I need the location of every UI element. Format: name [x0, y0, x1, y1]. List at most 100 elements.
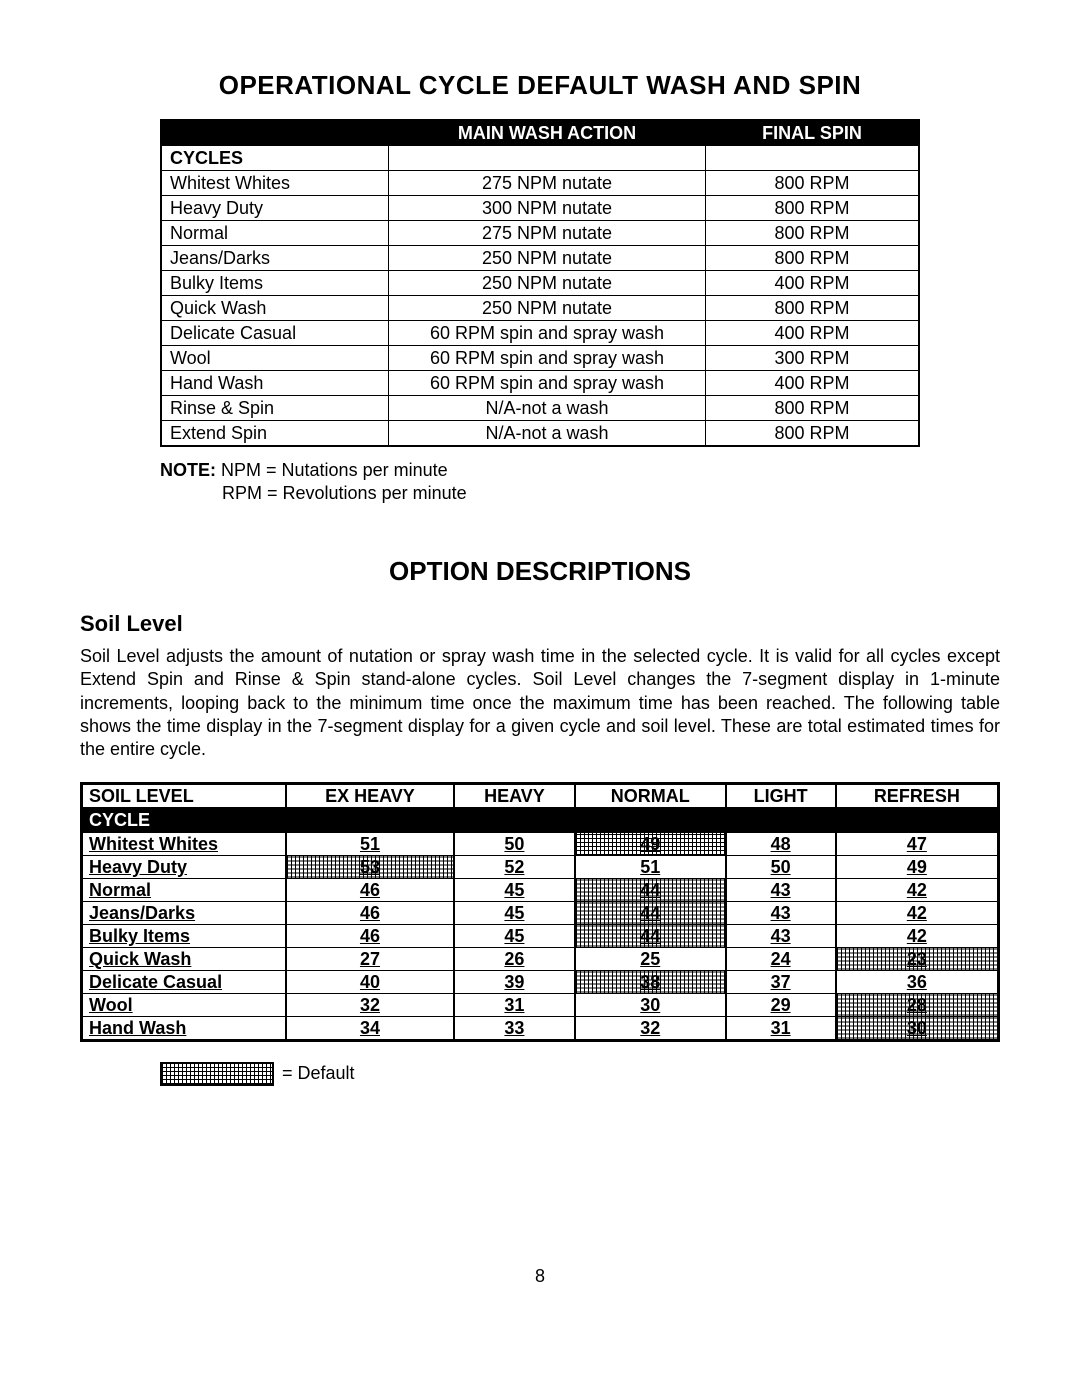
wash-table-header-blank	[161, 120, 389, 146]
table-cell-value: 38	[575, 970, 726, 993]
table-cell-value: 43	[726, 901, 836, 924]
table-cell-cycle: Bulky Items	[82, 924, 287, 947]
table-cell-value: 45	[454, 878, 575, 901]
table-cell-value: 32	[575, 1016, 726, 1040]
wash-table-header-main: MAIN WASH ACTION	[389, 120, 706, 146]
table-cell-value: 42	[836, 924, 999, 947]
note-label: NOTE:	[160, 460, 216, 480]
table-cell-main: N/A-not a wash	[389, 396, 706, 421]
table-cell-cycle: Hand Wash	[161, 371, 389, 396]
table-cell-cycle: Quick Wash	[82, 947, 287, 970]
soil-blank	[286, 808, 454, 832]
table-cell-value: 23	[836, 947, 999, 970]
table-cell-value: 50	[454, 832, 575, 856]
table-cell-value: 53	[286, 855, 454, 878]
table-cell-spin: 800 RPM	[706, 221, 920, 246]
table-cell-cycle: Jeans/Darks	[161, 246, 389, 271]
note-block: NOTE: NPM = Nutations per minute RPM = R…	[160, 459, 1000, 506]
table-cell-spin: 400 RPM	[706, 271, 920, 296]
soil-cycle-label: CYCLE	[82, 808, 287, 832]
table-cell-cycle: Quick Wash	[161, 296, 389, 321]
heading-soil-level: Soil Level	[80, 611, 1000, 637]
table-cell-main: 275 NPM nutate	[389, 221, 706, 246]
table-cell-spin: 800 RPM	[706, 421, 920, 447]
table-cell-cycle: Whitest Whites	[82, 832, 287, 856]
table-cell-spin: 400 RPM	[706, 321, 920, 346]
table-cell-spin: 800 RPM	[706, 171, 920, 196]
table-cell-value: 44	[575, 901, 726, 924]
table-cell-value: 45	[454, 901, 575, 924]
table-cell-value: 46	[286, 924, 454, 947]
legend-text: = Default	[282, 1063, 355, 1084]
table-cell-value: 24	[726, 947, 836, 970]
table-cell-value: 28	[836, 993, 999, 1016]
legend: = Default	[160, 1062, 1000, 1086]
table-cell-value: 47	[836, 832, 999, 856]
table-cell-spin: 800 RPM	[706, 396, 920, 421]
legend-swatch	[160, 1062, 274, 1086]
table-cell-value: 48	[726, 832, 836, 856]
table-cell-main: 250 NPM nutate	[389, 296, 706, 321]
table-cell-value: 43	[726, 878, 836, 901]
soil-header-5: REFRESH	[836, 783, 999, 808]
soil-blank	[454, 808, 575, 832]
table-cell-spin: 800 RPM	[706, 196, 920, 221]
table-cell-value: 30	[836, 1016, 999, 1040]
table-cell-spin: 800 RPM	[706, 246, 920, 271]
table-cell-main: 300 NPM nutate	[389, 196, 706, 221]
table-cell-value: 39	[454, 970, 575, 993]
note-line-2: RPM = Revolutions per minute	[222, 483, 467, 503]
table-cell-main: 60 RPM spin and spray wash	[389, 371, 706, 396]
table-cell-value: 50	[726, 855, 836, 878]
soil-header-3: NORMAL	[575, 783, 726, 808]
table-cell-value: 29	[726, 993, 836, 1016]
table-cell-main: 250 NPM nutate	[389, 271, 706, 296]
table-cell-cycle: Delicate Casual	[82, 970, 287, 993]
title-operational-cycle: OPERATIONAL CYCLE DEFAULT WASH AND SPIN	[80, 70, 1000, 101]
table-cell-value: 30	[575, 993, 726, 1016]
table-cell-value: 27	[286, 947, 454, 970]
table-cell-spin: 400 RPM	[706, 371, 920, 396]
table-cell-main: 60 RPM spin and spray wash	[389, 346, 706, 371]
table-cell-cycle: Normal	[161, 221, 389, 246]
table-cell-cycle: Whitest Whites	[161, 171, 389, 196]
table-cell-value: 42	[836, 901, 999, 924]
soil-header-4: LIGHT	[726, 783, 836, 808]
table-cell-value: 49	[836, 855, 999, 878]
wash-table-blank	[706, 146, 920, 171]
table-cell-cycle: Bulky Items	[161, 271, 389, 296]
title-option-descriptions: OPTION DESCRIPTIONS	[80, 556, 1000, 587]
table-cell-cycle: Extend Spin	[161, 421, 389, 447]
table-cell-value: 40	[286, 970, 454, 993]
table-cell-cycle: Normal	[82, 878, 287, 901]
table-cell-value: 46	[286, 901, 454, 924]
table-cell-spin: 800 RPM	[706, 296, 920, 321]
table-cell-value: 26	[454, 947, 575, 970]
table-cell-value: 52	[454, 855, 575, 878]
soil-header-1: EX HEAVY	[286, 783, 454, 808]
table-cell-value: 25	[575, 947, 726, 970]
table-cell-value: 51	[575, 855, 726, 878]
table-cell-value: 32	[286, 993, 454, 1016]
table-cell-value: 36	[836, 970, 999, 993]
table-cell-cycle: Rinse & Spin	[161, 396, 389, 421]
table-cell-cycle: Hand Wash	[82, 1016, 287, 1040]
soil-blank	[836, 808, 999, 832]
table-cell-value: 44	[575, 924, 726, 947]
table-cell-main: 275 NPM nutate	[389, 171, 706, 196]
table-cell-value: 49	[575, 832, 726, 856]
table-cell-main: 60 RPM spin and spray wash	[389, 321, 706, 346]
table-cell-value: 37	[726, 970, 836, 993]
wash-table-cycles-label: CYCLES	[161, 146, 389, 171]
table-cell-value: 51	[286, 832, 454, 856]
table-cell-cycle: Wool	[161, 346, 389, 371]
table-cell-cycle: Wool	[82, 993, 287, 1016]
soil-header-0: SOIL LEVEL	[82, 783, 287, 808]
table-cell-cycle: Heavy Duty	[161, 196, 389, 221]
table-cell-value: 44	[575, 878, 726, 901]
table-cell-value: 33	[454, 1016, 575, 1040]
table-cell-value: 43	[726, 924, 836, 947]
table-cell-cycle: Delicate Casual	[161, 321, 389, 346]
soil-header-2: HEAVY	[454, 783, 575, 808]
page-number: 8	[80, 1266, 1000, 1287]
